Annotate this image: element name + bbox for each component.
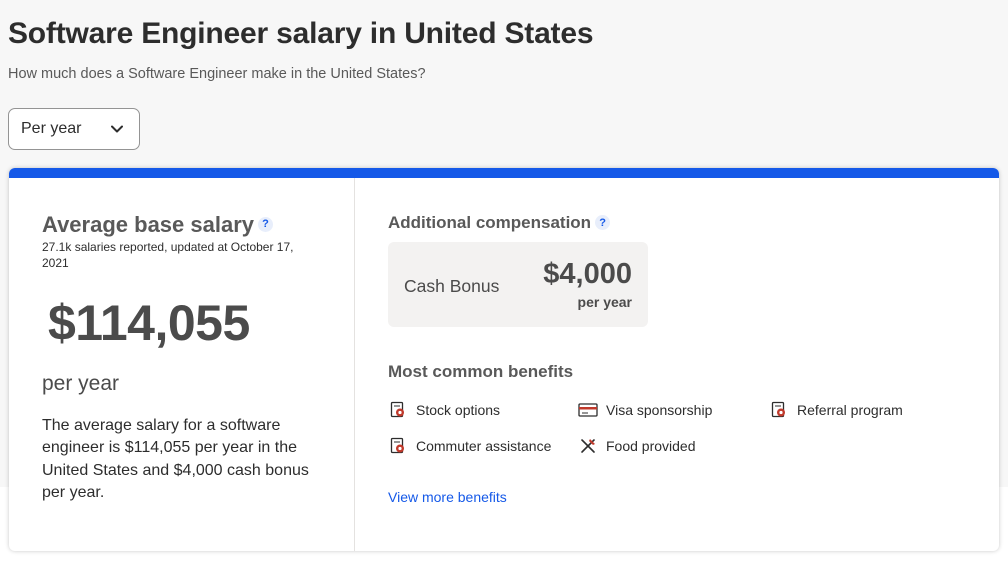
salary-amount: $114,055	[48, 295, 250, 351]
benefit-commuter-assistance: Commuter assistance	[388, 436, 551, 456]
card-divider	[354, 178, 355, 551]
cash-bonus-label: Cash Bonus	[404, 276, 500, 296]
help-icon[interactable]: ?	[595, 215, 611, 231]
period-select[interactable]: Per year	[8, 108, 140, 150]
page-subtitle: How much does a Software Engineer make i…	[8, 66, 426, 82]
salaries-reported-text: 27.1k salaries reported, updated at Octo…	[42, 240, 294, 270]
food-icon	[578, 436, 598, 456]
benefit-referral-program: Referral program	[769, 400, 903, 420]
additional-compensation-label: Additional compensation	[388, 213, 592, 232]
benefit-label: Referral program	[797, 402, 903, 418]
benefit-label: Stock options	[416, 402, 501, 418]
cash-bonus-box: Cash Bonus $4,000 per year	[388, 242, 648, 327]
cash-bonus-period: per year	[577, 294, 632, 310]
visa-card-icon	[578, 400, 598, 420]
referral-icon	[769, 400, 789, 420]
benefit-stock-options: Stock options	[388, 400, 500, 420]
benefit-visa-sponsorship: Visa sponsorship	[578, 400, 712, 420]
benefit-food-provided: Food provided	[578, 436, 696, 456]
benefit-label: Visa sponsorship	[606, 402, 713, 418]
average-base-salary-label: Average base salary	[42, 212, 254, 237]
average-base-salary-title: Average base salary?	[42, 212, 273, 238]
cash-bonus-amount: $4,000	[543, 258, 632, 290]
salary-description: The average salary for a software engine…	[42, 417, 309, 501]
salary-period: per year	[42, 372, 120, 395]
benefit-label: Food provided	[606, 438, 696, 454]
page-title: Software Engineer salary in United State…	[8, 17, 594, 50]
period-select-value: Per year	[21, 120, 82, 137]
chevron-down-icon	[111, 125, 123, 133]
card-accent-bar	[9, 168, 999, 178]
commuter-icon	[388, 436, 408, 456]
salary-card: Average base salary? 27.1k salaries repo…	[9, 168, 999, 551]
help-icon[interactable]: ?	[258, 216, 273, 232]
benefit-label: Commuter assistance	[416, 438, 552, 454]
stock-options-icon	[388, 400, 408, 420]
benefits-title: Most common benefits	[388, 362, 574, 381]
additional-compensation-title: Additional compensation?	[388, 213, 611, 233]
view-more-benefits-link[interactable]: View more benefits	[388, 489, 507, 505]
